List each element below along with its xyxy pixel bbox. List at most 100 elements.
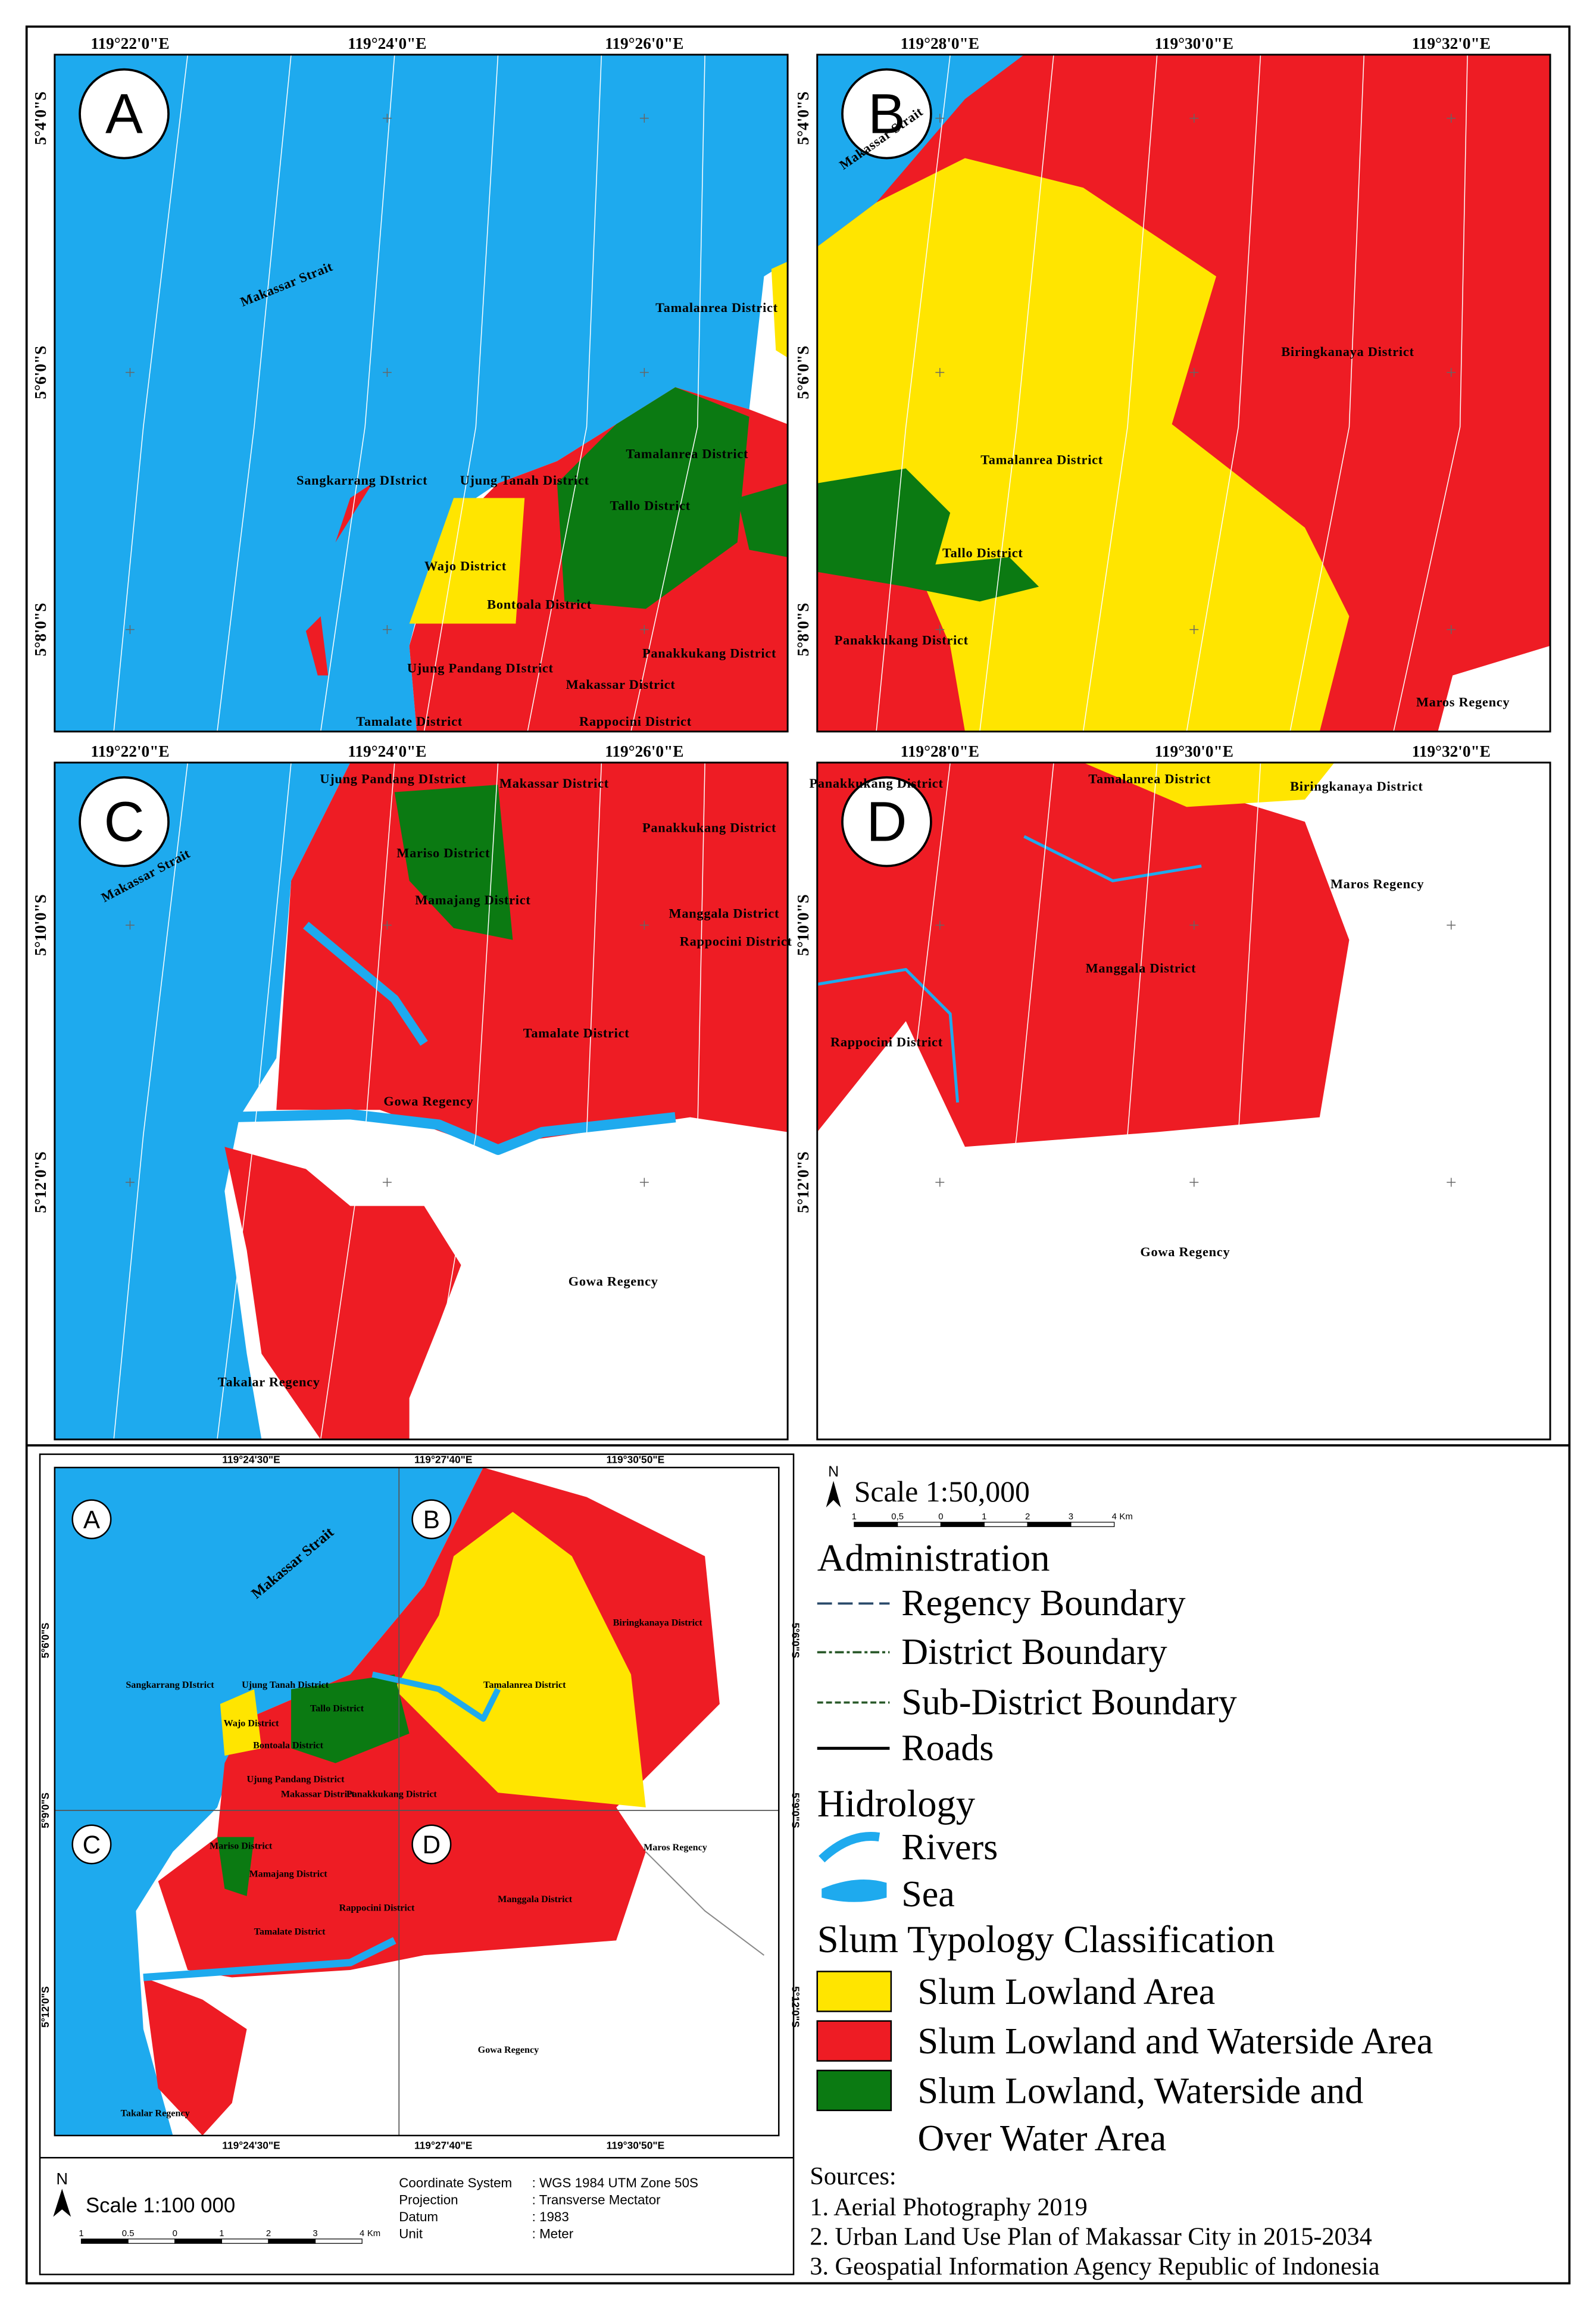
road — [979, 762, 1054, 1440]
road — [876, 762, 951, 1440]
panel-letter-circle — [79, 68, 170, 160]
place-label: Panakkukang District — [835, 632, 969, 647]
legend-heading: Administration — [817, 1537, 1050, 1579]
map-panel — [817, 762, 1551, 1440]
x-coordinate-label: 119°24'30"E — [222, 2139, 280, 2151]
river — [1023, 835, 1202, 882]
road — [876, 54, 951, 732]
slum-waterside — [224, 1147, 461, 1440]
scale-bar-segment — [940, 1522, 985, 1527]
x-coordinate-label: 119°30'50"E — [607, 1454, 665, 1466]
y-coordinate-label: 5°8'0"S — [32, 603, 49, 657]
slum-overwater — [394, 785, 513, 940]
panel-frame — [816, 761, 1551, 1441]
place-label: Biringkanaya District — [1290, 779, 1423, 794]
place-label: Manggala District — [669, 906, 780, 921]
info-value: : Meter — [532, 2227, 574, 2241]
place-label: Panakkukang District — [642, 646, 776, 661]
panel-letter-circle — [841, 776, 932, 867]
place-label: Manggala District — [1086, 960, 1197, 975]
x-coordinate-label: 119°24'0"E — [348, 742, 426, 760]
legend-swatch — [816, 2020, 892, 2062]
panel-letter-circle — [841, 68, 932, 160]
x-coordinate-label: 119°27'40"E — [414, 1454, 473, 1466]
road — [217, 762, 292, 1440]
panel-frame — [816, 54, 1551, 733]
north-arrow — [826, 1481, 841, 1508]
y-coordinate-label: 5°6'0"S — [790, 1622, 802, 1658]
place-label: Makassar District — [281, 1790, 355, 1800]
legend-item: Slum Lowland, Waterside and — [918, 2071, 1364, 2111]
place-label: Rappocini District — [680, 934, 792, 949]
scale-tick-label: 0,5 — [891, 1512, 904, 1522]
place-label: Ujung Tanah District — [242, 1680, 329, 1690]
legend-sea — [822, 1879, 887, 1902]
scale-bar-segment — [268, 2239, 316, 2244]
scale-bar-segment — [854, 1522, 898, 1527]
scale-tick-label: 1 — [79, 2229, 83, 2239]
legend-swatch — [816, 1971, 892, 2012]
y-coordinate-label: 5°9'0"S — [39, 1793, 51, 1828]
slum-waterside — [276, 762, 788, 1147]
regency-boundary — [645, 1851, 765, 1956]
slum-lowland — [409, 498, 525, 624]
scale-tick-label: 4 — [360, 2229, 364, 2239]
scale-tick-label: Km — [1119, 1512, 1132, 1522]
place-label: Tamalanrea District — [626, 447, 748, 461]
place-label: Mamajang District — [249, 1869, 327, 1880]
road — [113, 54, 189, 732]
scale-tick-label: 0 — [938, 1512, 943, 1522]
info-value: : Transverse Mectator — [532, 2192, 661, 2207]
river — [817, 967, 960, 1103]
scale-bar-segment — [897, 1522, 942, 1527]
scale-tick-label: 3 — [1069, 1512, 1073, 1522]
y-coordinate-label: 5°6'0"S — [32, 346, 49, 399]
slum-waterside — [143, 1977, 247, 2136]
x-coordinate-label: 119°22'0"E — [90, 742, 169, 760]
x-coordinate-label: 119°30'0"E — [1155, 742, 1233, 760]
y-coordinate-label: 5°10'0"S — [794, 894, 812, 956]
x-coordinate-label: 119°28'0"E — [901, 742, 979, 760]
slum-overwater — [217, 1837, 254, 1896]
y-coordinate-label: 5°10'0"S — [32, 894, 49, 956]
legend-item: Sub-District Boundary — [901, 1682, 1237, 1723]
x-coordinate-label: 119°32'0"E — [1412, 35, 1491, 52]
place-label: Bontoala District — [253, 1741, 323, 1751]
place-label: Wajo District — [224, 1718, 279, 1728]
panel-frame — [54, 54, 789, 733]
slum-overwater — [557, 387, 749, 609]
info-label: Coordinate System — [399, 2175, 512, 2190]
map-panel — [54, 54, 788, 732]
y-coordinate-label: 5°9'0"S — [790, 1793, 802, 1828]
source-item: 1. Aerial Photography 2019 — [810, 2193, 1087, 2221]
panel-letter-circle — [79, 776, 170, 867]
road — [1289, 54, 1365, 732]
sea — [54, 1467, 483, 2136]
info-label: Projection — [399, 2192, 458, 2207]
place-label: Maros Regency — [1330, 876, 1424, 891]
scale-tick-label: 0.5 — [122, 2229, 135, 2239]
scale-tick-label: Km — [367, 2229, 380, 2239]
place-label: Ujung Pandang DIstrict — [320, 772, 466, 786]
river — [371, 1671, 501, 1722]
place-label: Makassar District — [566, 677, 676, 692]
river — [303, 922, 428, 1046]
panel-frame — [54, 761, 789, 1441]
north-arrow-label: N — [56, 2169, 68, 2188]
legend-heading: Slum Typology Classification — [817, 1918, 1275, 1960]
inset-letter: D — [423, 1831, 441, 1859]
legend-item: Roads — [901, 1728, 994, 1768]
place-label: Panakkukang District — [642, 820, 776, 835]
place-label: Sangkarrang DIstrict — [296, 473, 427, 488]
y-coordinate-label: 5°12'0"S — [32, 1151, 49, 1213]
place-label: Panakkukang District — [809, 776, 943, 791]
place-label: Gowa Regency — [569, 1274, 658, 1289]
place-label: Ujung Tanah District — [460, 473, 589, 488]
y-coordinate-label: 5°4'0"S — [794, 92, 812, 145]
place-label: Ujung Pandang DIstrict — [407, 660, 554, 675]
scale-bar-segment — [80, 2239, 129, 2244]
scale-tick-label: 0 — [173, 2229, 177, 2239]
y-coordinate-label: 5°12'0"S — [794, 1151, 812, 1213]
x-coordinate-label: 119°22'0"E — [90, 35, 169, 52]
scale-bar-segment — [174, 2239, 222, 2244]
